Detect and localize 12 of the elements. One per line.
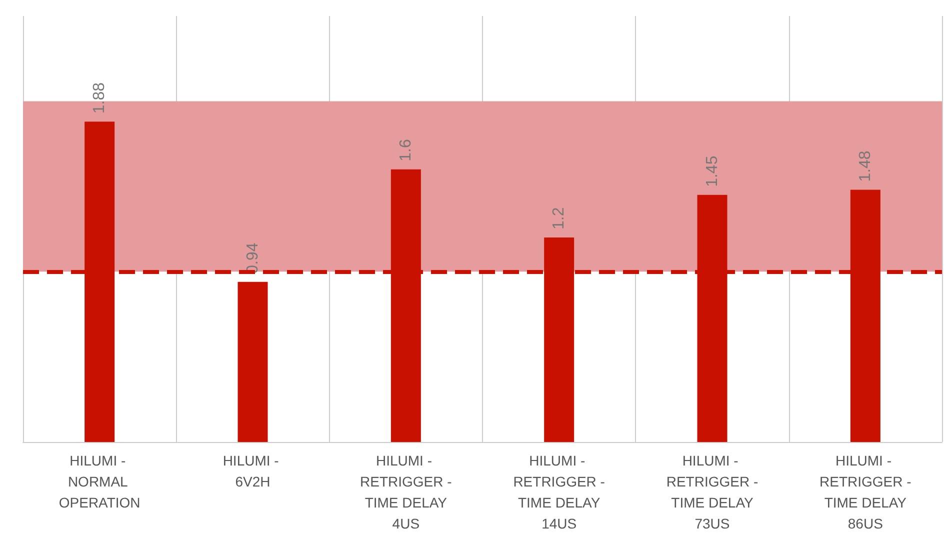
x-tick-label: HILUMI - RETRIGGER - TIME DELAY 86US [820,452,912,532]
x-tick-label: HILUMI - 6V2H [222,452,283,490]
x-tick-label: HILUMI - RETRIGGER - TIME DELAY 4US [360,452,452,532]
data-label: 1.6 [397,139,414,162]
data-label: 1.88 [91,82,108,114]
data-label: 1.2 [550,207,568,230]
data-label: 1.48 [856,150,874,182]
x-tick-label: HILUMI - RETRIGGER - TIME DELAY 73US [666,452,758,532]
bar [238,282,268,442]
x-tick-label: HILUMI - NORMAL OPERATION [58,452,140,510]
data-label: 1.45 [704,156,721,187]
x-tick-label: HILUMI - RETRIGGER - TIME DELAY 14US [513,452,606,532]
